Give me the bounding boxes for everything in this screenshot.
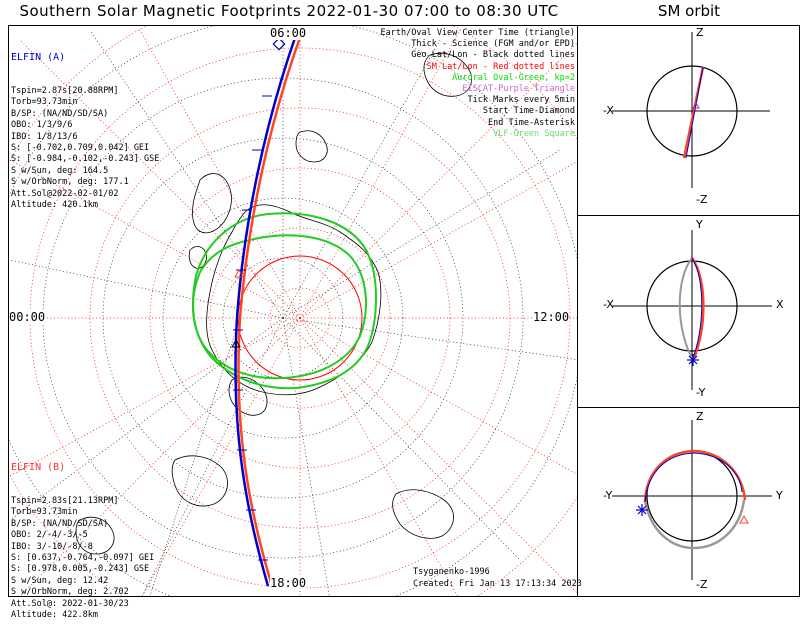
panel2-left-label: -X: [603, 298, 614, 311]
legend-entry: Start Time-Diamond: [482, 106, 575, 117]
panel1-left-label: -X: [603, 104, 614, 117]
elfin-a-ticks: [233, 95, 272, 561]
elfin-b-info-line: Att.Sol@: 2022-01-30/23: [11, 598, 129, 609]
elfin-b-info-line: S w/OrbNorm, deg: 2.702: [11, 587, 129, 598]
created-timestamp: Created: Fri Jan 13 17:13:34 2023: [413, 579, 582, 589]
eiscat-triangle: [234, 268, 244, 278]
plot-graphics: [9, 26, 772, 596]
elfin-a-info: ELFIN (A) Tspin=2.87s[20.88RPM] Torb=93.7…: [11, 29, 159, 223]
panel3-right-label: Y: [776, 489, 783, 502]
legend-entry: VLF-Green Square: [493, 128, 575, 139]
legend: Earth/Oval View Center Time (triangle) Th…: [381, 28, 575, 140]
coastlines: [75, 52, 472, 555]
model-credit: Tsyganenko-1996: [413, 567, 490, 577]
elfin-a-info-line: Tspin=2.87s[20.88RPM]: [11, 86, 119, 97]
legend-entry: Thick - Science (FGM and/or EPD): [411, 39, 575, 50]
elfin-a-info-line: S w/Sun, deg: 164.5: [11, 165, 109, 176]
mlt-top-label: 06:00: [270, 26, 307, 40]
panel3-left-label: -Y: [603, 489, 613, 502]
mlt-bottom-label: 18:00: [270, 576, 307, 590]
orbit-plot-xy: [612, 230, 772, 390]
elfin-b-info: ELFIN (B) Tspin=2.83s[21.13RPM] Torb=93.7…: [11, 439, 154, 633]
panel2-bottom-label: -Y: [696, 386, 706, 399]
legend-entry: Auroral Oval-Green, kp=2: [452, 72, 575, 83]
legend-entry: Geo Lat/Lon - Black dotted lines: [411, 50, 575, 61]
legend-entry: SM Lat/Lon - Red dotted lines: [426, 61, 575, 72]
elfin-a-track: [234, 31, 299, 587]
legend-entry: End Time-Asterisk: [488, 117, 575, 128]
elfin-b-track: [237, 31, 304, 587]
plot-title: Southern Solar Magnetic Footprints 2022-…: [19, 2, 559, 20]
elfin-a-info-line: S w/OrbNorm, deg: 177.1: [11, 177, 129, 188]
mlt-left-label: 00:00: [9, 310, 46, 324]
orbit-plot-yz: [612, 420, 772, 580]
orbit-plot-xz: [612, 32, 770, 188]
panel2-right-label: X: [776, 298, 784, 311]
panel3-bottom-label: -Z: [696, 578, 708, 591]
elfin-a-info-line: S: [-0.702,0.709,0.042] GEI: [11, 143, 150, 154]
panel1-top-label: Z: [696, 26, 704, 39]
elfin-b-info-line: OBO: 2/-4/-3/-5: [11, 530, 88, 541]
orbit-title: SM orbit: [657, 2, 721, 20]
elfin-a-info-line: B/SP: (NA/ND/SD/SA): [11, 108, 109, 119]
legend-entry: Earth/Oval View Center Time (triangle): [380, 28, 575, 38]
panel2-top-label: Y: [696, 218, 703, 231]
legend-entry: Tick Marks every 5min: [467, 95, 575, 106]
panel3-top-label: Z: [696, 410, 704, 423]
legend-entry: EISCAT-Purple Triangle: [462, 84, 575, 95]
elfin-a-info-line: Altitude: 420.1km: [11, 200, 98, 211]
elfin-b-info-line: S w/Sun, deg: 12.42: [11, 575, 109, 586]
start-diamond: [272, 37, 286, 51]
elfin-b-header: ELFIN (B): [11, 461, 66, 473]
elfin-b-info-line: Altitude: 422.8km: [11, 610, 98, 621]
panel1-bottom-label: -Z: [696, 193, 708, 206]
mlt-right-label: 12:00: [533, 310, 570, 324]
elfin-a-info-line: S: [-0.984,-0.102,-0.243] GSE: [11, 154, 160, 165]
elfin-b-info-line: S: [0.978,0.005,-0.243] GSE: [11, 564, 150, 575]
elfin-b-info-line: S: [0.637,-0.764,-0.097] GEI: [11, 553, 155, 564]
elfin-a-info-line: OBO: 1/3/9/6: [11, 120, 73, 131]
auroral-oval: [191, 212, 377, 390]
view-center-triangle: [231, 338, 241, 348]
elfin-a-info-line: Att.Sol@2022-02-01/02: [11, 188, 119, 199]
elfin-a-info-line: IBO: 1/8/13/6: [11, 131, 78, 142]
elfin-b-info-line: Torb=93.73min: [11, 507, 78, 518]
elfin-b-info-line: B/SP: (NA/ND/SD/SA): [11, 518, 109, 529]
elfin-b-info-line: Tspin=2.83s[21.13RPM]: [11, 496, 119, 507]
elfin-b-info-line: IBO: 3/-10/-8/-8: [11, 541, 93, 552]
elfin-a-info-line: Torb=93.73min: [11, 97, 78, 108]
elfin-a-header: ELFIN (A): [11, 51, 66, 63]
